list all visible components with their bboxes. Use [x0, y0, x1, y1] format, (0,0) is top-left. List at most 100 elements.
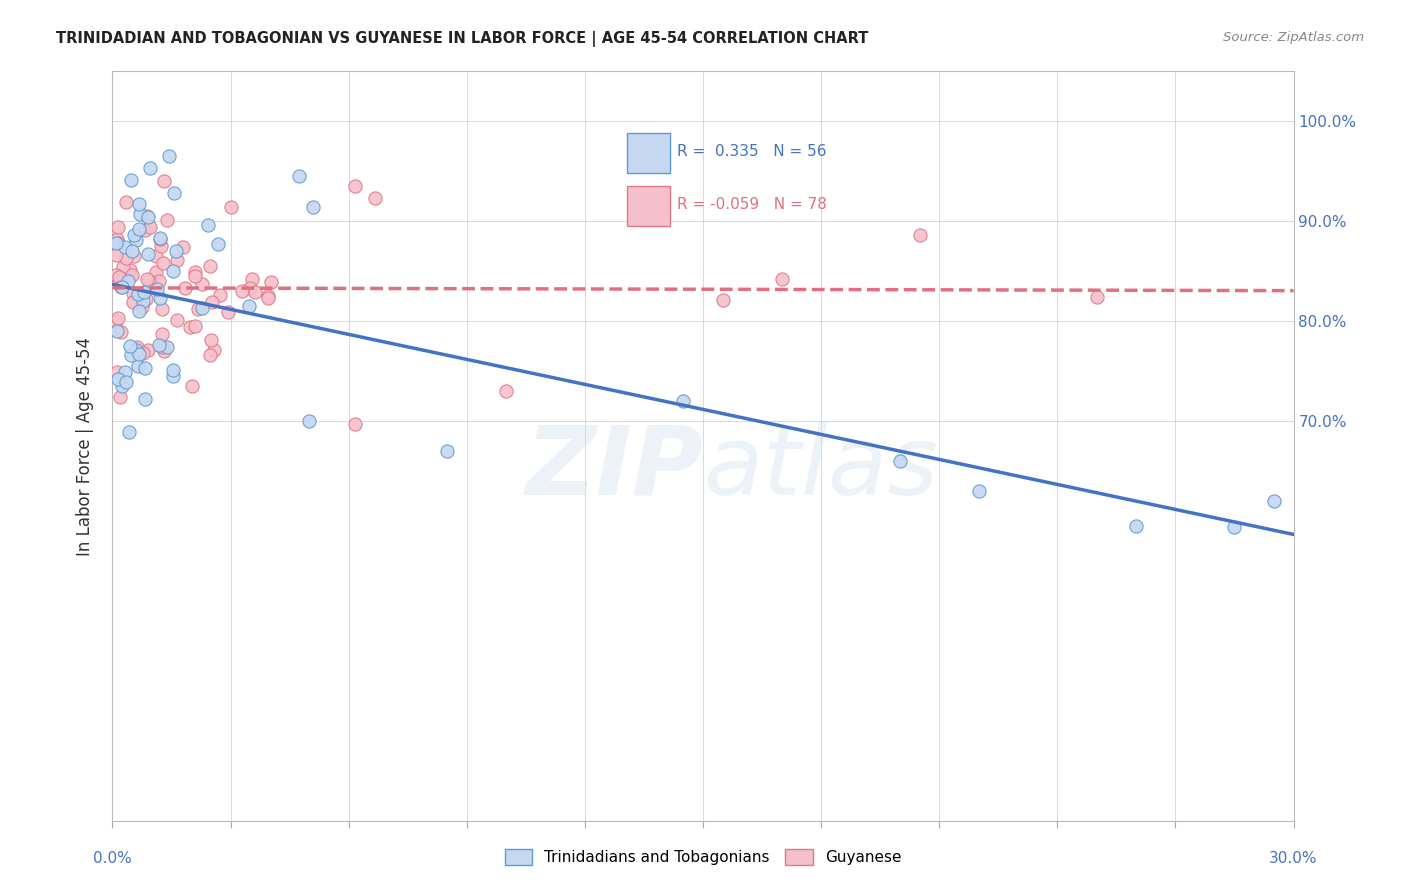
Point: [112, 272, 135, 286]
Point: [105, 365, 128, 379]
Point: [207, 236, 229, 251]
Point: [191, 301, 214, 316]
Point: [201, 295, 224, 310]
Point: [219, 201, 242, 215]
Point: [166, 313, 188, 327]
Text: 30.0%: 30.0%: [1270, 851, 1317, 866]
Point: [125, 233, 148, 247]
Point: [127, 359, 149, 373]
Point: [105, 235, 128, 250]
Point: [114, 252, 136, 266]
Point: [1263, 494, 1285, 508]
Point: [148, 274, 170, 288]
Point: [108, 390, 131, 404]
Point: [152, 344, 174, 359]
Point: [231, 284, 253, 298]
Point: [111, 260, 134, 274]
Point: [149, 232, 172, 246]
Point: [120, 348, 142, 362]
Point: [136, 211, 159, 225]
Point: [150, 326, 173, 341]
Point: [134, 392, 156, 406]
Point: [132, 285, 155, 300]
Point: [239, 280, 262, 294]
Point: [138, 274, 160, 288]
Point: [115, 375, 138, 389]
Point: [121, 244, 143, 259]
Point: [156, 340, 179, 354]
Point: [165, 244, 187, 258]
Point: [184, 318, 207, 333]
Point: [198, 260, 221, 274]
Point: [134, 222, 156, 236]
Point: [121, 268, 143, 282]
Point: [120, 339, 142, 353]
Text: 0.0%: 0.0%: [93, 851, 132, 866]
Point: [162, 369, 184, 384]
Point: [256, 289, 278, 303]
Point: [162, 263, 184, 277]
Point: [908, 227, 931, 242]
Point: [148, 337, 170, 351]
Point: [128, 347, 150, 361]
Point: [105, 268, 128, 282]
Point: [436, 444, 458, 458]
Point: [495, 384, 517, 398]
Point: [122, 286, 145, 301]
Point: [115, 194, 138, 209]
Point: [174, 281, 197, 295]
Text: Source: ZipAtlas.com: Source: ZipAtlas.com: [1223, 31, 1364, 45]
Point: [105, 248, 128, 262]
Point: [115, 268, 138, 283]
Point: [114, 240, 136, 254]
Text: TRINIDADIAN AND TOBAGONIAN VS GUYANESE IN LABOR FORCE | AGE 45-54 CORRELATION CH: TRINIDADIAN AND TOBAGONIAN VS GUYANESE I…: [56, 31, 869, 47]
Point: [134, 293, 156, 307]
Point: [209, 288, 232, 302]
Point: [125, 340, 148, 354]
Point: [217, 305, 239, 319]
Point: [120, 263, 142, 277]
Point: [198, 348, 221, 362]
Point: [132, 294, 155, 309]
Point: [770, 272, 793, 286]
Point: [105, 324, 128, 338]
Point: [110, 379, 132, 393]
Point: [127, 287, 149, 301]
Point: [288, 169, 311, 183]
Point: [135, 272, 157, 286]
Point: [122, 227, 145, 242]
Point: [1085, 290, 1108, 304]
Point: [145, 265, 167, 279]
Point: [153, 174, 176, 188]
Point: [711, 293, 734, 308]
Point: [298, 414, 321, 428]
Point: [243, 285, 266, 299]
Point: [150, 340, 173, 354]
Point: [131, 346, 153, 360]
Point: [150, 239, 173, 253]
Point: [136, 247, 159, 261]
Point: [150, 302, 173, 317]
Point: [107, 220, 129, 235]
Point: [107, 311, 129, 326]
Point: [131, 300, 153, 314]
Point: [202, 343, 225, 357]
Point: [128, 221, 150, 235]
Point: [136, 343, 159, 358]
Point: [200, 333, 222, 347]
Point: [1125, 519, 1147, 533]
Point: [125, 343, 148, 358]
Point: [364, 191, 387, 205]
Point: [179, 319, 201, 334]
Point: [117, 274, 139, 288]
Point: [238, 299, 260, 313]
Point: [135, 209, 157, 223]
Point: [1223, 520, 1246, 534]
Point: [256, 291, 278, 305]
Point: [148, 231, 170, 245]
Point: [344, 179, 367, 194]
Point: [967, 483, 990, 498]
Point: [197, 218, 219, 232]
Point: [128, 207, 150, 221]
Point: [118, 425, 141, 440]
